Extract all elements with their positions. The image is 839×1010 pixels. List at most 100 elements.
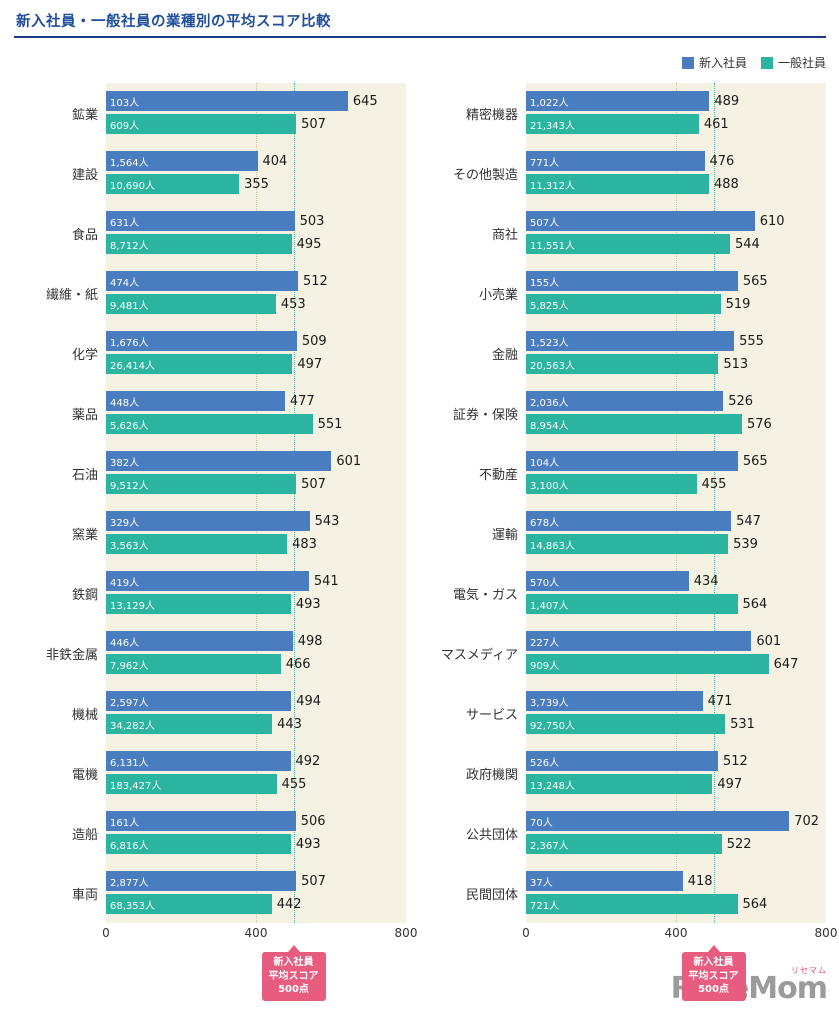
score-value: 498 bbox=[297, 633, 323, 649]
bar-shinnyu: 2,597人 bbox=[106, 691, 292, 711]
count-label: 13,248人 bbox=[530, 780, 575, 792]
category-label: 政府機関 bbox=[465, 767, 518, 783]
count-label: 9,481人 bbox=[110, 300, 149, 312]
charts-container: 鉱業 建設 食品 繊維・紙 化学 薬品 石油 窯業 鉄鋼 非鉄金属 機械 電機 造船 車両 103人 645… bbox=[14, 83, 837, 1001]
count-label: 419人 bbox=[110, 577, 140, 589]
count-label: 10,690人 bbox=[110, 180, 155, 192]
bar-row-ippan: 13,248人 497 bbox=[526, 774, 826, 794]
bar-ippan: 26,414人 bbox=[106, 354, 293, 374]
bar-row-ippan: 11,551人 544 bbox=[526, 234, 826, 254]
score-value: 493 bbox=[295, 836, 321, 852]
bar-row-ippan: 68,353人 442 bbox=[106, 894, 406, 914]
reference-line-500 bbox=[713, 83, 715, 923]
bar-ippan: 13,248人 bbox=[526, 774, 713, 794]
bar-ippan: 6,816人 bbox=[106, 834, 291, 854]
bar-shinnyu: 2,877人 bbox=[106, 871, 297, 891]
bar-ippan: 721人 bbox=[526, 894, 738, 914]
bar-ippan: 5,626人 bbox=[106, 414, 313, 434]
legend-label-shinnyu: 新入社員 bbox=[698, 56, 747, 70]
score-value: 442 bbox=[276, 896, 302, 912]
bar-row-ippan: 3,100人 455 bbox=[526, 474, 826, 494]
count-label: 6,816人 bbox=[110, 840, 149, 852]
score-value: 531 bbox=[730, 716, 755, 732]
resemom-logo-katakana: リセマム bbox=[791, 965, 827, 975]
count-label: 329人 bbox=[110, 517, 140, 529]
bar-row-ippan: 21,343人 461 bbox=[526, 114, 826, 134]
score-value: 512 bbox=[723, 753, 748, 769]
category-labels-left: 鉱業 建設 食品 繊維・紙 化学 薬品 石油 窯業 鉄鋼 非鉄金属 機械 電機 造船 車両 bbox=[14, 83, 106, 941]
reference-badge: 新入社員 平均スコア 500点 bbox=[681, 952, 746, 1001]
count-label: 155人 bbox=[530, 277, 560, 289]
legend-swatch-ippan-icon bbox=[760, 56, 773, 69]
bar-shinnyu: 104人 bbox=[526, 451, 738, 471]
score-value: 509 bbox=[301, 333, 327, 349]
bar-row-shinnyu: 329人 543 bbox=[106, 511, 406, 531]
bar-ippan: 20,563人 bbox=[526, 354, 719, 374]
bar-row-shinnyu: 6,131人 492 bbox=[106, 751, 406, 771]
bar-group: 2,036人 526 8,954人 576 bbox=[526, 383, 826, 443]
bar-group: 1,676人 509 26,414人 497 bbox=[106, 323, 406, 383]
count-label: 448人 bbox=[110, 397, 140, 409]
bar-group: 570人 434 1,407人 564 bbox=[526, 563, 826, 623]
bar-row-ippan: 183,427人 455 bbox=[106, 774, 406, 794]
bar-row-shinnyu: 70人 702 bbox=[526, 811, 826, 831]
count-label: 721人 bbox=[530, 900, 560, 912]
bar-row-shinnyu: 526人 512 bbox=[526, 751, 826, 771]
chart-panel-left: 鉱業 建設 食品 繊維・紙 化学 薬品 石油 窯業 鉄鋼 非鉄金属 機械 電機 造船 車両 103人 645… bbox=[14, 83, 417, 1001]
bar-row-ippan: 609人 507 bbox=[106, 114, 406, 134]
score-value: 497 bbox=[717, 776, 743, 792]
category-label: 公共団体 bbox=[465, 827, 518, 843]
category-label: 薬品 bbox=[71, 407, 98, 423]
score-value: 544 bbox=[735, 236, 760, 252]
bar-group: 474人 512 9,481人 453 bbox=[106, 263, 406, 323]
plot-area-left: 103人 645 609人 507 1,564人 404 10,690人 355 631人 503… bbox=[106, 83, 406, 923]
score-value: 507 bbox=[301, 116, 326, 132]
bar-row-ippan: 6,816人 493 bbox=[106, 834, 406, 854]
bar-shinnyu: 1,022人 bbox=[526, 91, 710, 111]
badge-line: 平均スコア bbox=[688, 970, 739, 982]
gridline-400 bbox=[676, 83, 677, 923]
badge-line: 新入社員 bbox=[693, 957, 734, 968]
reference-annotation-left: 新入社員 平均スコア 500点 bbox=[261, 945, 326, 1001]
count-label: 382人 bbox=[110, 457, 140, 469]
bar-row-ippan: 721人 564 bbox=[526, 894, 826, 914]
bar-row-ippan: 5,626人 551 bbox=[106, 414, 406, 434]
bar-ippan: 21,343人 bbox=[526, 114, 699, 134]
count-label: 1,564人 bbox=[110, 157, 149, 169]
bar-ippan: 68,353人 bbox=[106, 894, 272, 914]
score-value: 543 bbox=[314, 513, 340, 529]
bar-shinnyu: 329人 bbox=[106, 511, 310, 531]
bar-group: 507人 610 11,551人 544 bbox=[526, 203, 826, 263]
bar-row-ippan: 26,414人 497 bbox=[106, 354, 406, 374]
score-value: 455 bbox=[701, 476, 727, 492]
count-label: 1,407人 bbox=[530, 600, 569, 612]
category-label: 鉄鋼 bbox=[71, 587, 98, 603]
bar-row-shinnyu: 474人 512 bbox=[106, 271, 406, 291]
category-label: サービス bbox=[465, 707, 518, 723]
bar-group: 1,564人 404 10,690人 355 bbox=[106, 143, 406, 203]
x-axis-right: 0 400 800 bbox=[522, 923, 837, 941]
category-label: マスメディア bbox=[440, 647, 518, 663]
score-value: 565 bbox=[742, 453, 768, 469]
count-label: 8,954人 bbox=[530, 420, 569, 432]
count-label: 9,512人 bbox=[110, 480, 149, 492]
score-value: 434 bbox=[693, 573, 719, 589]
score-value: 547 bbox=[736, 513, 761, 529]
badge-line: 500点 bbox=[698, 984, 729, 995]
badge-line: 500点 bbox=[278, 984, 309, 995]
score-value: 453 bbox=[280, 296, 306, 312]
bar-row-ippan: 2,367人 522 bbox=[526, 834, 826, 854]
arrow-up-icon bbox=[707, 945, 720, 952]
score-value: 503 bbox=[299, 213, 325, 229]
page-title: 新入社員・一般社員の業種別の平均スコア比較 bbox=[16, 14, 331, 30]
score-value: 492 bbox=[295, 753, 321, 769]
count-label: 21,343人 bbox=[530, 120, 575, 132]
badge-line: 平均スコア bbox=[268, 970, 319, 982]
score-value: 522 bbox=[726, 836, 752, 852]
reference-badge: 新入社員 平均スコア 500点 bbox=[261, 952, 326, 1001]
bar-shinnyu: 446人 bbox=[106, 631, 293, 651]
bar-row-ippan: 909人 647 bbox=[526, 654, 826, 674]
count-label: 771人 bbox=[530, 157, 560, 169]
bar-group: 2,877人 507 68,353人 442 bbox=[106, 863, 406, 923]
count-label: 11,551人 bbox=[530, 240, 575, 252]
